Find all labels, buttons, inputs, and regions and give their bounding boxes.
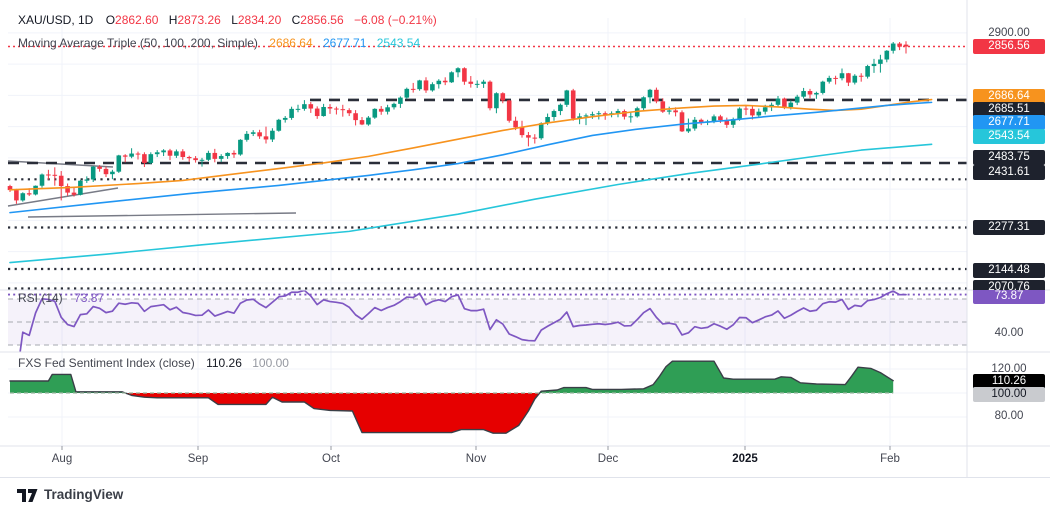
price-label-badge: 100.00 bbox=[973, 386, 1045, 402]
time-axis-label: Sep bbox=[187, 453, 209, 465]
rsi-legend[interactable]: RSI (14) 73.87 bbox=[18, 291, 111, 305]
time-axis[interactable]: Aug Sep Oct Nov Dec 2025 Feb bbox=[0, 446, 1050, 476]
ohlc-open: O2862.60 bbox=[105, 13, 159, 27]
chart-canvas[interactable] bbox=[0, 0, 1050, 477]
change-value: −6.08 (−0.21%) bbox=[354, 13, 437, 27]
price-label-badge: 110.26 bbox=[973, 373, 1045, 389]
fed-legend[interactable]: FXS Fed Sentiment Index (close) 110.26 1… bbox=[18, 356, 296, 370]
ma-legend[interactable]: Moving Average Triple (50, 100, 200, Sim… bbox=[18, 36, 427, 50]
price-label-badge: 73.87 bbox=[973, 290, 1045, 304]
tradingview-brand-link[interactable]: TradingView bbox=[44, 487, 124, 502]
price-axis-fed[interactable]: 120.00 110.26 100.00 80.00 bbox=[967, 352, 1050, 446]
time-axis-label: Oct bbox=[322, 453, 340, 465]
price-label-badge: 2686.64 bbox=[973, 88, 1045, 104]
footer: TradingView bbox=[0, 477, 1050, 513]
price-label-badge: 2856.56 bbox=[973, 38, 1045, 54]
price-label-badge: 2677.71 bbox=[973, 114, 1045, 130]
time-axis-label: Aug bbox=[51, 453, 73, 465]
tradingview-logo-icon[interactable] bbox=[17, 488, 38, 503]
price-axis-label: 2900.00 bbox=[988, 26, 1030, 39]
ohlc-close: C2856.56 bbox=[291, 13, 344, 27]
ma-legend-label: Moving Average Triple (50, 100, 200, Sim… bbox=[18, 36, 258, 50]
fed-value: 110.26 bbox=[206, 356, 242, 370]
time-axis-label: Feb bbox=[880, 453, 900, 465]
ma50-value: 2686.64 bbox=[269, 36, 313, 50]
price-axis-label: 80.00 bbox=[994, 409, 1024, 422]
time-axis-label: Dec bbox=[597, 453, 619, 465]
price-axis-main[interactable]: 2900.00 2856.56 2686.64 2685.51 2677.71 2543.… bbox=[967, 0, 1050, 290]
price-axis-rsi[interactable]: 73.87 40.00 bbox=[967, 290, 1050, 352]
price-label-badge: 2070.76 bbox=[973, 279, 1045, 290]
price-label-badge: 2431.61 bbox=[973, 164, 1045, 180]
price-axis-label: 120.00 bbox=[991, 362, 1027, 375]
symbol-title[interactable]: XAU/USD, 1D bbox=[18, 13, 94, 27]
price-pane[interactable] bbox=[7, 41, 967, 290]
ohlc-high: H2873.26 bbox=[168, 13, 221, 27]
rsi-pane[interactable] bbox=[8, 290, 967, 379]
time-axis-label: 2025 bbox=[732, 453, 758, 465]
time-axis-label: Nov bbox=[465, 453, 487, 465]
ohlc-low: L2834.20 bbox=[231, 13, 282, 27]
fed-pane[interactable] bbox=[9, 360, 894, 434]
fed-legend-label: FXS Fed Sentiment Index (close) bbox=[18, 356, 195, 370]
rsi-legend-label: RSI (14) bbox=[18, 291, 63, 305]
symbol-legend[interactable]: XAU/USD, 1D O2862.60 H2873.26 L2834.20 C… bbox=[18, 13, 437, 27]
price-label-badge: 2277.31 bbox=[973, 219, 1045, 235]
price-label-badge: 2685.51 bbox=[973, 101, 1045, 117]
price-label-badge: 2144.48 bbox=[973, 262, 1045, 278]
rsi-value: 73.87 bbox=[74, 291, 105, 305]
price-axis-label: 40.00 bbox=[994, 326, 1024, 339]
ma200-value: 2543.54 bbox=[376, 36, 421, 50]
ma100-value: 2677.71 bbox=[323, 36, 367, 50]
price-label-badge: 2483.75 bbox=[973, 149, 1045, 165]
pane-separators bbox=[0, 0, 1050, 477]
fed-baseline-value: 100.00 bbox=[252, 356, 289, 370]
price-label-badge: 2543.54 bbox=[973, 128, 1045, 144]
